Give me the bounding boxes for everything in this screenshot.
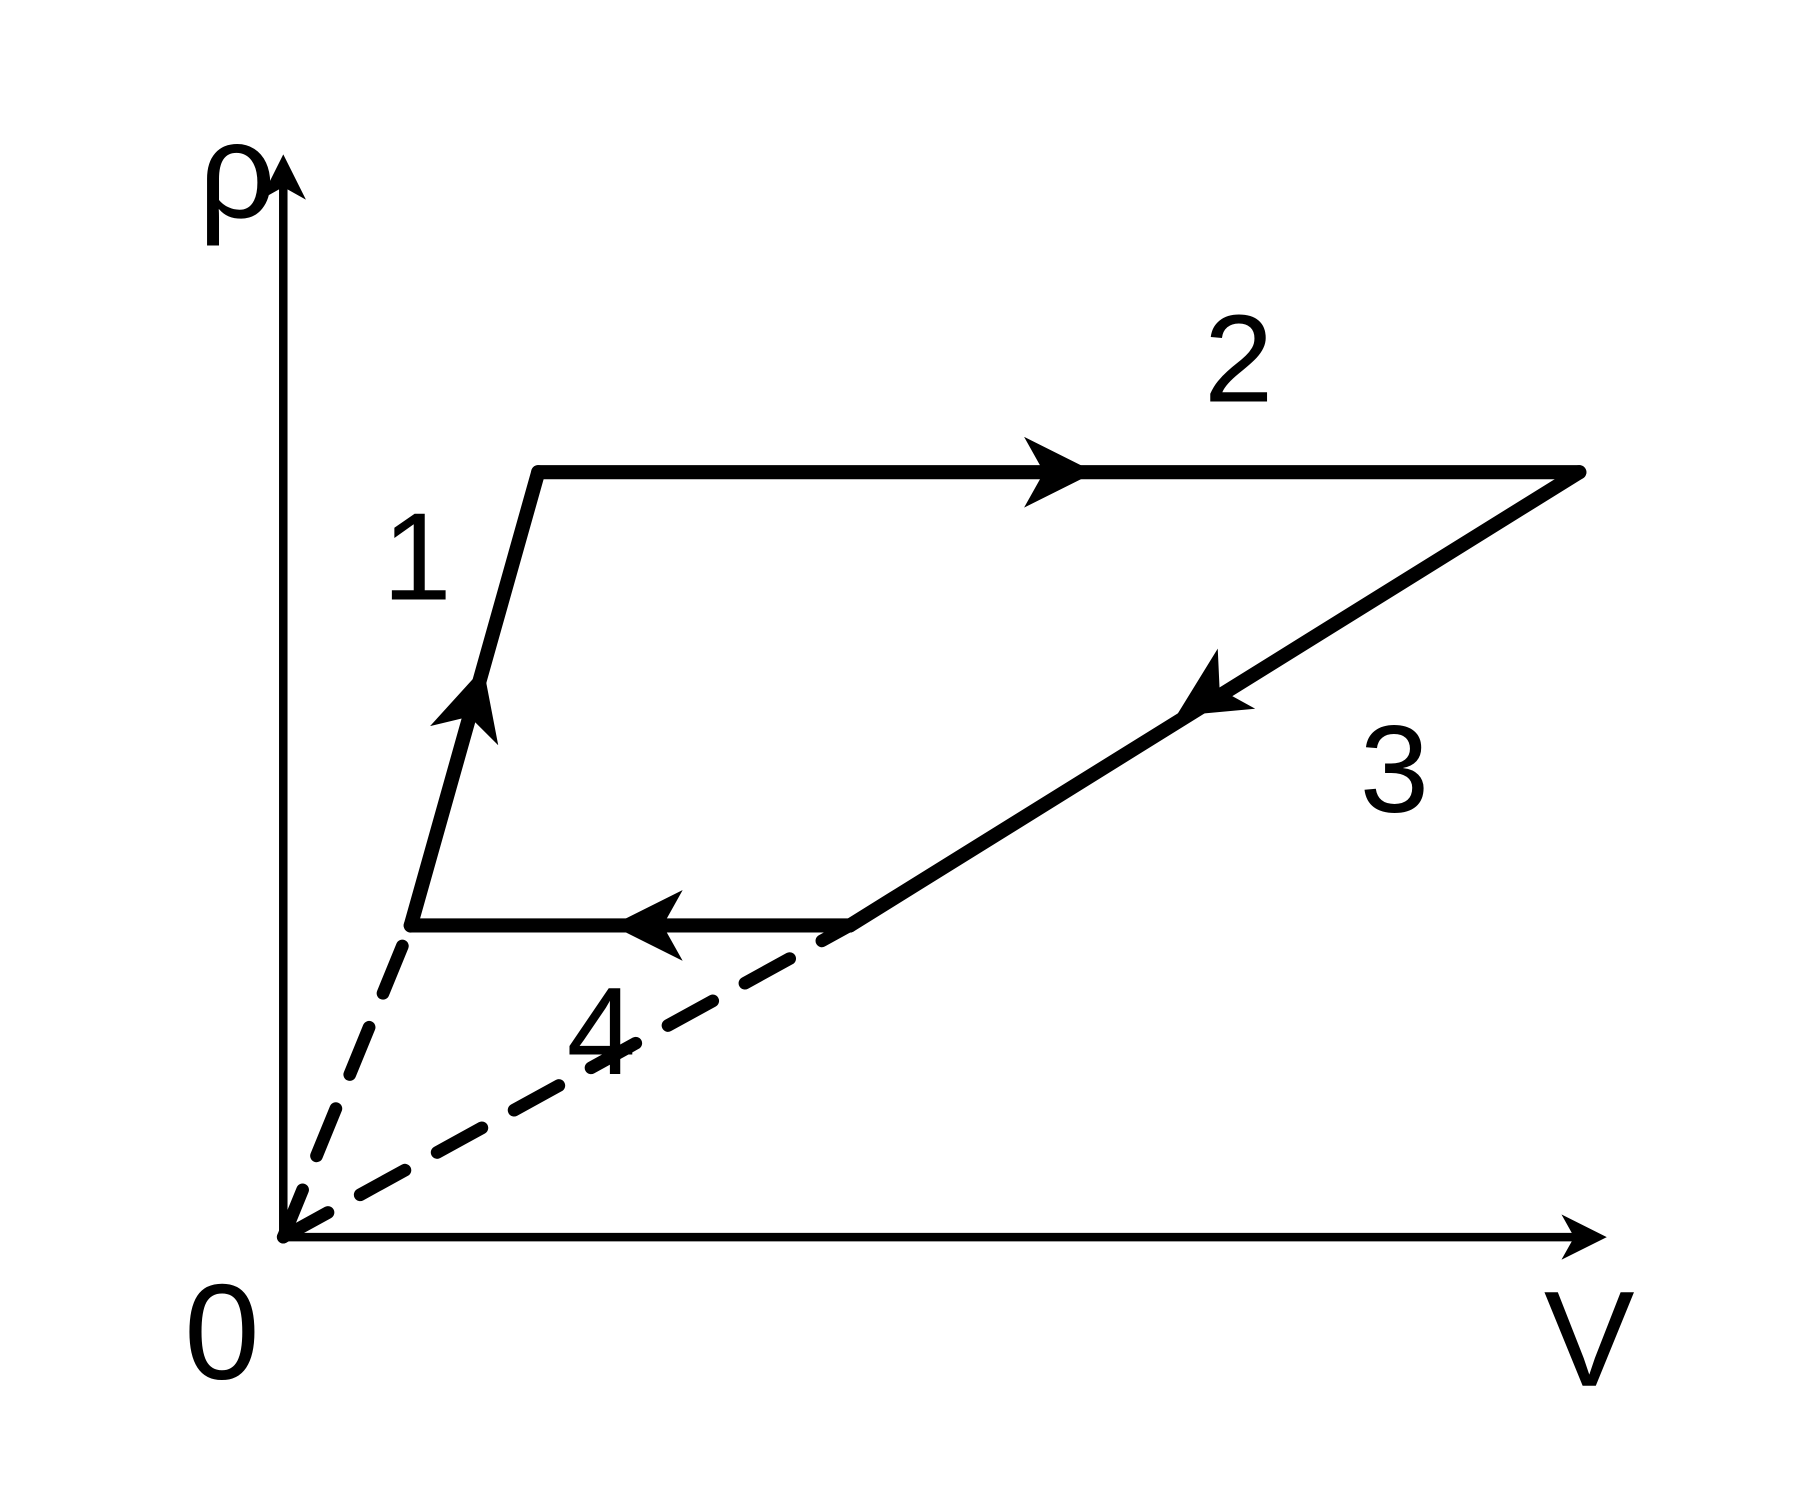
x-axis-label: V bbox=[1544, 1263, 1635, 1415]
process-3-label: 3 bbox=[1360, 700, 1429, 839]
process-2-label: 2 bbox=[1204, 289, 1273, 428]
process-4-label: 4 bbox=[567, 962, 636, 1101]
background bbox=[0, 47, 1813, 1463]
pv-diagram: 0 Vρ 1 2 3 4 bbox=[0, 0, 1813, 1511]
origin-label: 0 bbox=[184, 1256, 260, 1408]
process-3-arrow bbox=[1203, 698, 1204, 699]
process-1-label: 1 bbox=[382, 488, 451, 627]
y-axis-label: ρ bbox=[198, 94, 275, 246]
